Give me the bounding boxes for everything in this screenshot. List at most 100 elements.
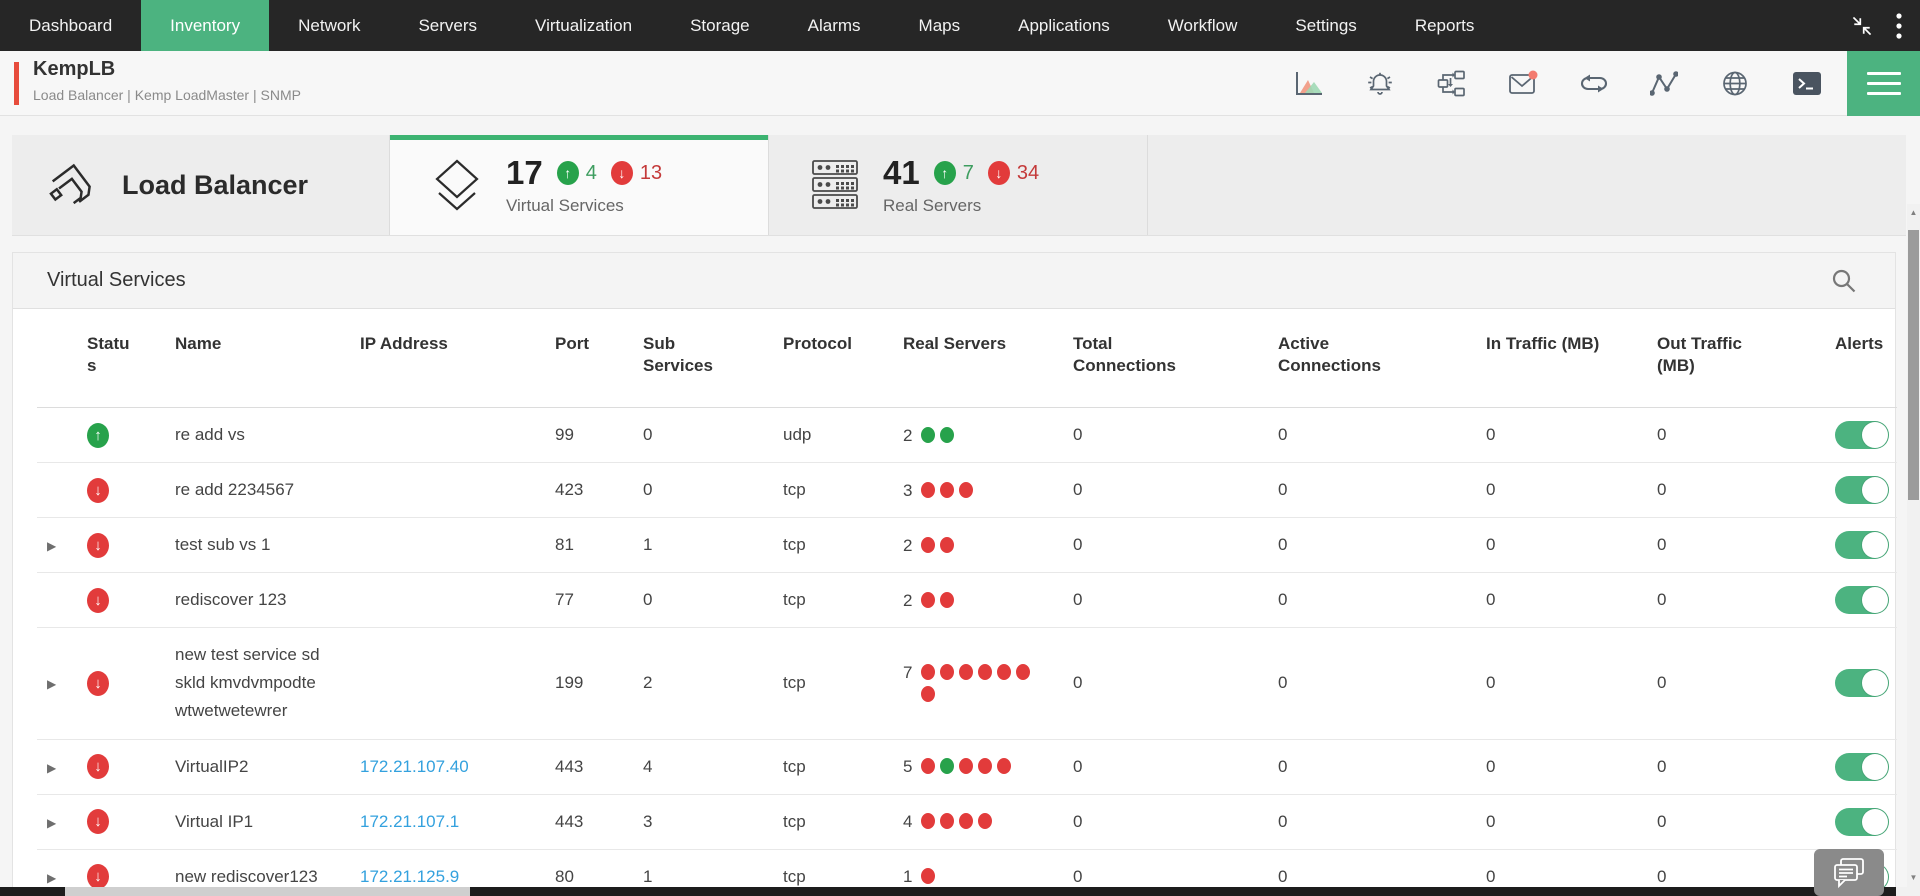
ip-cell bbox=[350, 517, 545, 574]
real-server-status-dot bbox=[959, 758, 974, 775]
device-header: KempLB Load Balancer | Kemp LoadMaster |… bbox=[0, 51, 1920, 116]
ip-address-link[interactable]: 172.21.107.1 bbox=[360, 811, 460, 831]
column-header-sub-services[interactable]: Sub Services bbox=[633, 309, 773, 409]
expand-caret-icon[interactable]: ▶ bbox=[47, 760, 57, 775]
nav-item-inventory[interactable]: Inventory bbox=[141, 0, 270, 51]
collapse-icon[interactable] bbox=[1850, 14, 1874, 38]
nav-item-maps[interactable]: Maps bbox=[918, 15, 961, 35]
nav-item-dashboard[interactable]: Dashboard bbox=[29, 15, 113, 35]
up-arrow-icon: ↑ bbox=[933, 161, 956, 185]
protocol-cell: tcp bbox=[773, 739, 893, 795]
real-server-status-dot bbox=[978, 758, 993, 775]
real-servers-icon bbox=[811, 159, 859, 211]
line-graph-icon[interactable] bbox=[1650, 70, 1678, 97]
vertical-scrollbar[interactable]: ▲ ▼ bbox=[1907, 204, 1920, 896]
service-name: VirtualIP2 bbox=[175, 756, 249, 776]
real-servers-count: 2 bbox=[903, 425, 913, 445]
terminal-icon[interactable] bbox=[1792, 70, 1821, 97]
port-cell: 81 bbox=[545, 517, 633, 574]
column-header-protocol[interactable]: Protocol bbox=[773, 309, 893, 409]
status-icon: ↓ bbox=[87, 864, 109, 890]
real-server-dots bbox=[921, 481, 974, 498]
alerts-toggle[interactable] bbox=[1835, 421, 1889, 450]
virtual-services-down-count: 13 bbox=[639, 161, 663, 184]
total-connections-cell: 0 bbox=[1063, 462, 1268, 519]
column-header-in-traffic[interactable]: In Traffic (MB) bbox=[1476, 309, 1647, 409]
column-header-alerts[interactable]: Alerts bbox=[1825, 309, 1897, 409]
real-server-status-dot bbox=[940, 758, 955, 775]
expander-cell: ▶ bbox=[37, 407, 77, 464]
real-server-status-dot bbox=[940, 813, 955, 830]
vertical-scrollbar-thumb[interactable] bbox=[1908, 230, 1919, 500]
web-globe-icon[interactable] bbox=[1721, 70, 1749, 97]
alerts-toggle[interactable] bbox=[1835, 476, 1889, 505]
sub-services-cell: 0 bbox=[633, 572, 773, 629]
performance-chart-icon[interactable] bbox=[1295, 70, 1323, 97]
device-subtitle: Load Balancer | Kemp LoadMaster | SNMP bbox=[33, 87, 301, 103]
hamburger-menu-icon[interactable] bbox=[1847, 51, 1920, 116]
tab-real-servers[interactable]: 41 ↑ 7 ↓ 34 Real Servers bbox=[769, 135, 1148, 235]
alerts-toggle[interactable] bbox=[1835, 807, 1889, 836]
expander-cell: ▶ bbox=[37, 794, 77, 850]
top-nav: Dashboard Inventory Network Servers Virt… bbox=[0, 0, 1920, 51]
ip-address-link[interactable]: 172.21.125.9 bbox=[360, 866, 460, 886]
status-icon: ↑ bbox=[87, 422, 109, 448]
column-header-ip-address[interactable]: IP Address bbox=[350, 309, 545, 409]
topology-icon[interactable] bbox=[1437, 70, 1465, 97]
port-cell: 443 bbox=[545, 794, 633, 850]
ip-address-link[interactable]: 172.21.107.40 bbox=[360, 756, 469, 776]
horizontal-scrollbar[interactable] bbox=[0, 887, 1896, 896]
expand-caret-icon[interactable]: ▶ bbox=[47, 539, 57, 554]
active-connections-cell: 0 bbox=[1268, 739, 1476, 795]
nav-item-settings[interactable]: Settings bbox=[1295, 15, 1357, 35]
expander-cell: ▶ bbox=[37, 739, 77, 795]
table-row: ▶ ↑ re add vs 99 0 udp 2 0 0 0 0 bbox=[37, 407, 1897, 464]
horizontal-scrollbar-thumb[interactable] bbox=[470, 887, 1896, 896]
column-header-active-connections[interactable]: Active Connections bbox=[1268, 309, 1476, 409]
expand-caret-icon[interactable]: ▶ bbox=[47, 815, 57, 830]
nav-item-workflow[interactable]: Workflow bbox=[1167, 15, 1238, 35]
column-header-total-connections[interactable]: Total Connections bbox=[1063, 309, 1268, 409]
column-header-name[interactable]: Name bbox=[165, 309, 350, 409]
nav-item-network[interactable]: Network bbox=[298, 15, 361, 35]
nav-item-reports[interactable]: Reports bbox=[1414, 15, 1475, 35]
alerts-toggle[interactable] bbox=[1835, 752, 1889, 781]
rediscover-loop-icon[interactable] bbox=[1579, 70, 1608, 97]
nav-item-virtualization[interactable]: Virtualization bbox=[535, 15, 633, 35]
kebab-menu-icon[interactable] bbox=[1896, 12, 1902, 39]
nav-item-applications[interactable]: Applications bbox=[1018, 15, 1110, 35]
column-header-status[interactable]: Status bbox=[77, 309, 165, 409]
real-server-status-dot bbox=[940, 664, 955, 681]
real-server-status-dot bbox=[959, 481, 974, 498]
nav-item-servers[interactable]: Servers bbox=[418, 15, 478, 35]
real-server-dots bbox=[921, 591, 955, 608]
column-header-port[interactable]: Port bbox=[545, 309, 633, 409]
real-servers-cell: 2 bbox=[893, 407, 1063, 464]
real-server-status-dot bbox=[997, 664, 1012, 681]
scroll-down-arrow-icon[interactable]: ▼ bbox=[1909, 873, 1918, 882]
real-servers-cell: 2 bbox=[893, 572, 1063, 629]
mail-icon[interactable] bbox=[1508, 70, 1538, 97]
expand-caret-icon[interactable]: ▶ bbox=[47, 677, 57, 692]
tab-virtual-services[interactable]: 17 ↑ 4 ↓ 13 Virtual Services bbox=[390, 135, 769, 235]
status-cell: ↓ bbox=[77, 627, 165, 740]
port-cell: 443 bbox=[545, 739, 633, 795]
total-connections-cell: 0 bbox=[1063, 739, 1268, 795]
alerts-toggle[interactable] bbox=[1835, 531, 1889, 560]
alarm-bell-icon[interactable] bbox=[1366, 70, 1394, 97]
alerts-toggle[interactable] bbox=[1835, 669, 1889, 698]
alerts-toggle[interactable] bbox=[1835, 586, 1889, 615]
expand-caret-icon[interactable]: ▶ bbox=[47, 870, 57, 885]
out-traffic-cell: 0 bbox=[1647, 407, 1825, 464]
column-header-out-traffic[interactable]: Out Traffic (MB) bbox=[1647, 309, 1825, 409]
scroll-up-arrow-icon[interactable]: ▲ bbox=[1909, 208, 1918, 217]
real-servers-up-count: 7 bbox=[962, 161, 974, 184]
total-connections-cell: 0 bbox=[1063, 572, 1268, 629]
chat-support-button[interactable] bbox=[1814, 849, 1884, 896]
in-traffic-cell: 0 bbox=[1476, 739, 1647, 795]
nav-item-alarms[interactable]: Alarms bbox=[807, 15, 861, 35]
search-icon[interactable] bbox=[1831, 268, 1857, 294]
nav-item-storage[interactable]: Storage bbox=[690, 15, 750, 35]
real-servers-cell: 2 bbox=[893, 517, 1063, 574]
column-header-real-servers[interactable]: Real Servers bbox=[893, 309, 1063, 409]
